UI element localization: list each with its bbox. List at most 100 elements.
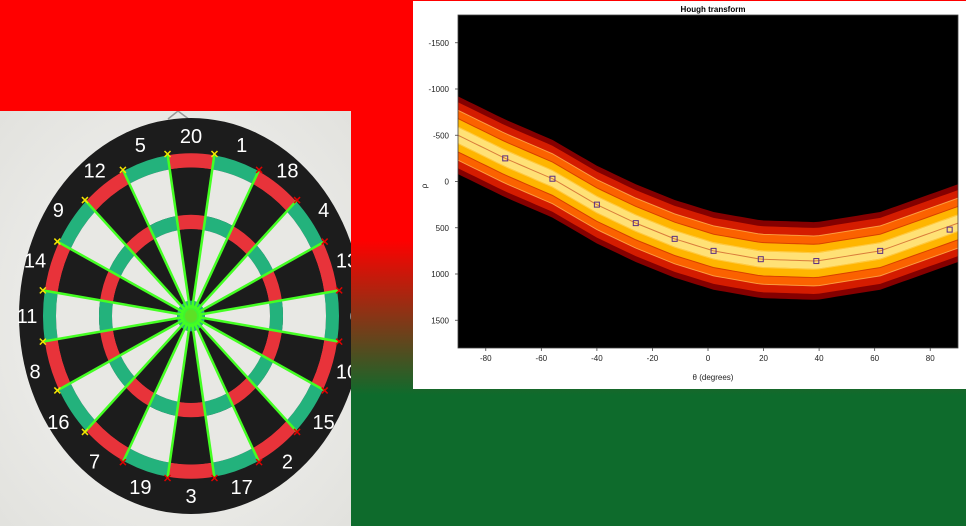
- double-ring-segment: [59, 383, 96, 432]
- inner-single-segment: [200, 254, 262, 310]
- treble-ring-segment: [226, 377, 257, 407]
- outer-single-segment: [281, 292, 326, 340]
- hough-peak: [813, 258, 820, 265]
- inner-single-segment: [204, 302, 270, 330]
- detected-line: [197, 240, 326, 314]
- hough-curve: [457, 118, 959, 245]
- treble-ring-segment: [176, 401, 206, 418]
- hanging-wire: [167, 111, 179, 120]
- treble-ring-segment: [149, 393, 179, 416]
- double-ring-segment: [324, 290, 339, 342]
- outer-single-segment: [256, 210, 312, 271]
- endpoint-marker: [39, 338, 47, 346]
- treble-ring-segment: [261, 329, 282, 362]
- treble-ring-segment: [203, 216, 233, 239]
- sector-number: 9: [53, 200, 64, 222]
- hough-peak: [549, 175, 556, 182]
- hough-peak: [877, 247, 884, 254]
- detected-line: [191, 323, 216, 479]
- outer-single-segment: [272, 248, 325, 301]
- detected-line: [166, 153, 191, 309]
- double-ring-segment: [167, 462, 215, 479]
- x-tick-label: -80: [480, 354, 492, 363]
- detected-line: [84, 320, 187, 433]
- treble-ring-segment: [261, 270, 282, 303]
- x-axis-label: θ (degrees): [693, 373, 734, 382]
- inner-single-segment: [111, 302, 178, 330]
- endpoint-marker: [335, 286, 343, 294]
- y-tick-label: 1500: [431, 316, 449, 325]
- hough-curve: [457, 159, 959, 287]
- detected-line: [198, 289, 340, 316]
- double-ring-segment: [44, 339, 71, 390]
- endpoint-marker: [53, 386, 61, 394]
- sector-number: 1: [236, 135, 247, 157]
- treble-ring-segment: [203, 393, 233, 416]
- detected-line: [193, 322, 261, 463]
- double-ring-segment: [286, 200, 323, 249]
- treble-ring-segment: [99, 300, 113, 332]
- y-tick-label: -1000: [429, 85, 450, 94]
- sector-number: 10: [336, 362, 351, 384]
- double-ring-segment: [123, 155, 170, 184]
- dartboard-icon: 20 1 18 4 13 6 10 15 2 17 3 19 7 16 8 11 14 9 12 5: [0, 111, 351, 526]
- inner-single-segment: [120, 322, 182, 378]
- outer-single-segment: [129, 169, 177, 226]
- hough-chart: Hough transform -80 -60 -40 -20 0 20 40 60 80 -15…: [413, 1, 966, 389]
- double-ring-segment: [44, 242, 71, 293]
- detected-line: [121, 169, 189, 310]
- hough-peak: [593, 201, 600, 208]
- double-ring-segment: [252, 421, 296, 462]
- double-ring-segment: [252, 170, 296, 211]
- treble-ring-segment: [176, 214, 206, 231]
- chart-title: Hough transform: [681, 5, 746, 14]
- double-ring-segment: [311, 242, 338, 293]
- endpoint-marker: [39, 286, 47, 294]
- dartboard-photo: 20 1 18 4 13 6 10 15 2 17 3 19 7 16 8 11 14 9 12 5: [0, 111, 351, 526]
- sector-number: 16: [47, 412, 69, 434]
- y-tick-label: 0: [445, 178, 450, 187]
- y-tick-label: 500: [436, 224, 450, 233]
- sector-number: 8: [29, 362, 40, 384]
- endpoint-marker: [321, 386, 329, 394]
- outer-single-segment: [169, 167, 213, 217]
- endpoint-marker: [210, 150, 218, 158]
- sector-number: 7: [89, 452, 100, 474]
- x-tick-label: 0: [706, 354, 711, 363]
- sector-number: 12: [83, 160, 105, 182]
- x-tick-label: 80: [926, 354, 935, 363]
- detected-line: [197, 318, 326, 392]
- x-tick-label: 20: [759, 354, 768, 363]
- inner-single-segment: [178, 229, 204, 301]
- outer-single-segment: [205, 406, 253, 463]
- endpoint-marker: [164, 474, 172, 482]
- hough-curve: [457, 143, 959, 270]
- endpoint-marker: [321, 238, 329, 246]
- hough-peak: [671, 235, 678, 242]
- detected-line: [42, 289, 184, 316]
- endpoint-marker: [293, 428, 301, 436]
- inner-single-segment: [200, 322, 262, 378]
- treble-ring-segment: [125, 225, 156, 255]
- inner-single-segment: [197, 326, 247, 394]
- outer-single-segment: [129, 406, 177, 463]
- inner-single-segment: [135, 326, 185, 394]
- outer-single-segment: [56, 292, 101, 340]
- treble-ring-segment: [109, 355, 136, 388]
- sector-number: 20: [180, 126, 202, 148]
- endpoint-marker: [119, 458, 127, 466]
- sector-number: 2: [282, 452, 293, 474]
- outer-single-segment: [256, 361, 312, 422]
- outer-single-segment: [205, 169, 253, 226]
- inner-single-segment: [178, 331, 204, 403]
- hough-curve: [457, 151, 959, 279]
- endpoint-marker: [119, 166, 127, 174]
- x-tick-label: 40: [815, 354, 824, 363]
- detected-line: [121, 322, 189, 463]
- hough-peak: [757, 256, 764, 263]
- detected-line: [84, 199, 187, 312]
- detected-line: [42, 316, 184, 343]
- sector-number: 4: [318, 200, 329, 222]
- treble-ring-segment: [125, 377, 156, 407]
- double-ring-segment: [59, 200, 96, 249]
